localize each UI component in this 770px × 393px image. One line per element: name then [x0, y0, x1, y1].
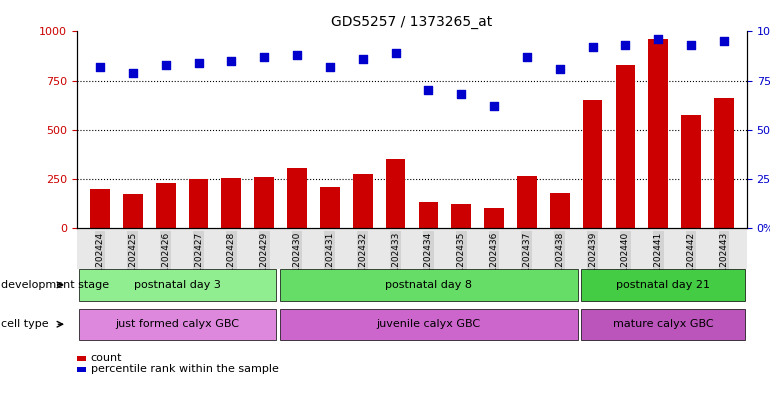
Bar — [353, 174, 373, 228]
Bar — [484, 208, 504, 228]
Text: juvenile calyx GBC: juvenile calyx GBC — [377, 319, 480, 329]
Bar — [254, 177, 274, 228]
Point — [291, 52, 303, 58]
Bar — [90, 189, 110, 228]
Text: GSM1202437: GSM1202437 — [522, 232, 531, 292]
Bar — [550, 193, 570, 228]
Point — [422, 87, 434, 94]
Text: postnatal day 21: postnatal day 21 — [616, 280, 710, 290]
Point — [619, 42, 631, 48]
Point — [225, 58, 237, 64]
Bar — [386, 159, 405, 228]
Point — [258, 54, 270, 60]
Point — [323, 64, 336, 70]
Bar — [648, 39, 668, 228]
Bar — [419, 202, 438, 228]
Point — [718, 38, 730, 44]
Bar — [156, 183, 176, 228]
Point — [652, 36, 665, 42]
Bar — [320, 187, 340, 228]
Bar — [451, 204, 471, 228]
Point — [521, 54, 533, 60]
Text: GSM1202438: GSM1202438 — [555, 232, 564, 292]
Point — [685, 42, 698, 48]
Text: GSM1202428: GSM1202428 — [227, 232, 236, 292]
Text: mature calyx GBC: mature calyx GBC — [613, 319, 714, 329]
Text: GSM1202441: GSM1202441 — [654, 232, 663, 292]
Bar — [517, 176, 537, 228]
Text: GSM1202430: GSM1202430 — [293, 232, 302, 292]
Point — [126, 70, 139, 76]
Bar — [583, 100, 602, 228]
Text: GSM1202431: GSM1202431 — [326, 232, 334, 292]
Text: GSM1202426: GSM1202426 — [161, 232, 170, 292]
Bar — [189, 179, 209, 228]
Point — [192, 60, 205, 66]
Text: GSM1202436: GSM1202436 — [490, 232, 498, 292]
Text: GSM1202442: GSM1202442 — [687, 232, 695, 292]
Point — [488, 103, 500, 109]
Text: GSM1202427: GSM1202427 — [194, 232, 203, 292]
Title: GDS5257 / 1373265_at: GDS5257 / 1373265_at — [331, 15, 493, 29]
Text: GSM1202425: GSM1202425 — [129, 232, 137, 292]
Text: GSM1202440: GSM1202440 — [621, 232, 630, 292]
Bar — [615, 65, 635, 228]
Point — [587, 44, 599, 50]
Point — [390, 50, 402, 56]
Text: GSM1202443: GSM1202443 — [719, 232, 728, 292]
Text: postnatal day 8: postnatal day 8 — [385, 280, 472, 290]
Bar — [123, 193, 142, 228]
Text: GSM1202432: GSM1202432 — [358, 232, 367, 292]
Text: percentile rank within the sample: percentile rank within the sample — [91, 364, 279, 375]
Point — [357, 56, 369, 62]
Point — [554, 66, 566, 72]
Bar — [714, 98, 734, 228]
Text: development stage: development stage — [1, 280, 109, 290]
Text: GSM1202424: GSM1202424 — [95, 232, 105, 292]
Text: GSM1202433: GSM1202433 — [391, 232, 400, 292]
Text: GSM1202435: GSM1202435 — [457, 232, 466, 292]
Text: GSM1202434: GSM1202434 — [424, 232, 433, 292]
Text: count: count — [91, 353, 122, 363]
Point — [159, 62, 172, 68]
Point — [94, 64, 106, 70]
Text: cell type: cell type — [1, 319, 49, 329]
Bar — [222, 178, 241, 228]
Bar — [287, 168, 307, 228]
Point — [455, 91, 467, 97]
Text: GSM1202429: GSM1202429 — [259, 232, 269, 292]
Text: postnatal day 3: postnatal day 3 — [134, 280, 221, 290]
Text: GSM1202439: GSM1202439 — [588, 232, 597, 292]
Bar — [681, 115, 701, 228]
Text: just formed calyx GBC: just formed calyx GBC — [116, 319, 239, 329]
